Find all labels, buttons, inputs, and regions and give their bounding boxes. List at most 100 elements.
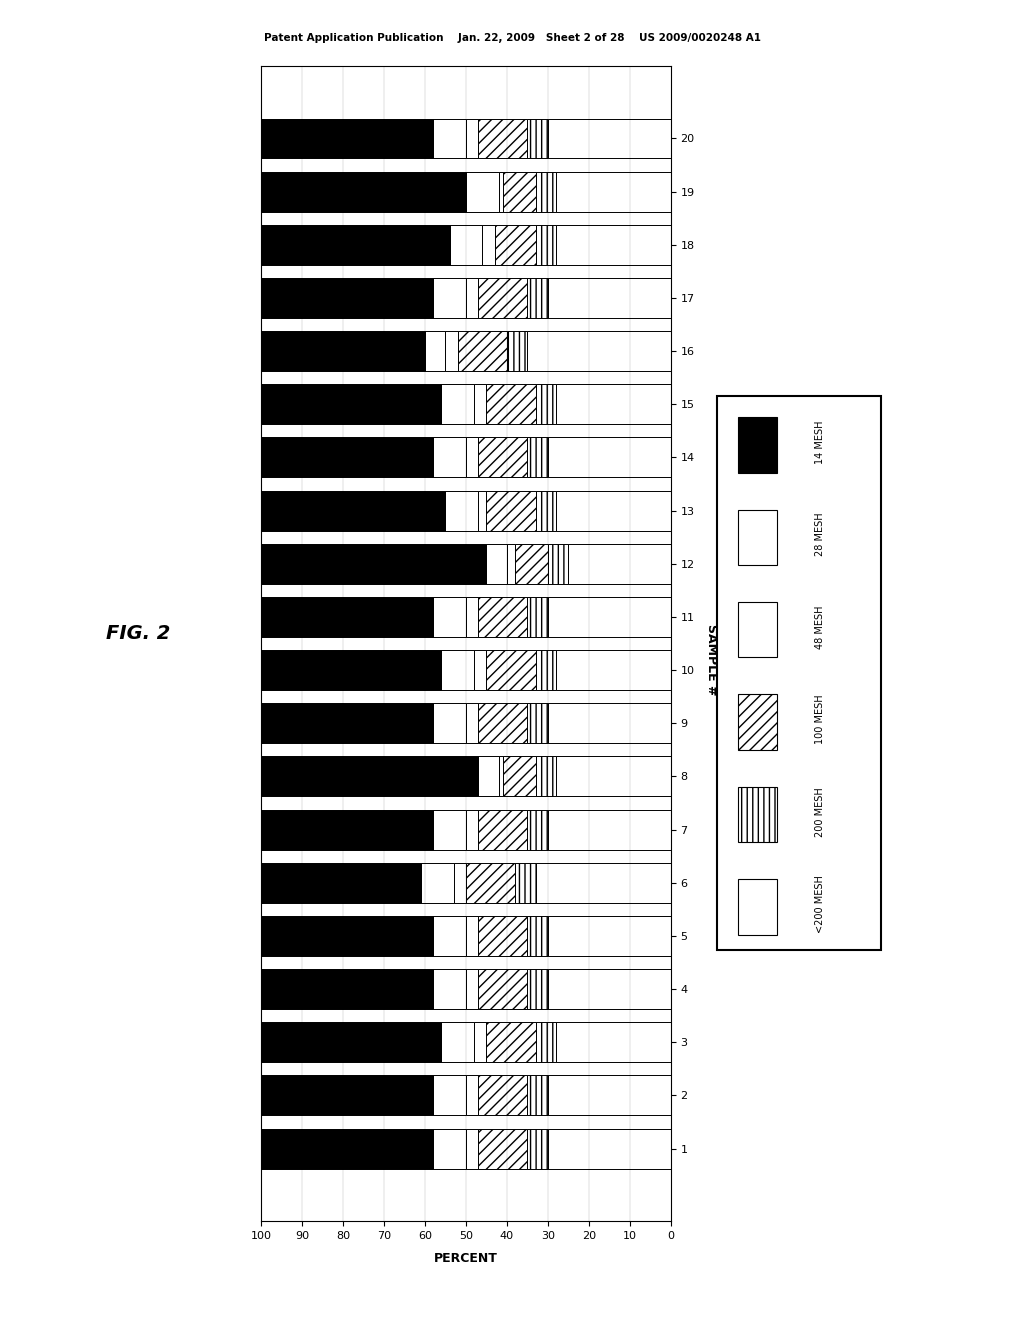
Bar xyxy=(478,597,527,636)
FancyBboxPatch shape xyxy=(738,694,777,750)
Bar xyxy=(507,544,515,583)
Bar xyxy=(548,597,671,636)
Bar xyxy=(445,331,458,371)
Bar xyxy=(478,916,527,956)
Bar xyxy=(478,491,486,531)
Bar xyxy=(486,651,536,690)
Bar xyxy=(261,119,433,158)
Bar xyxy=(536,491,556,531)
Bar xyxy=(536,384,556,424)
Bar xyxy=(261,969,433,1008)
Bar xyxy=(433,597,466,636)
Bar xyxy=(478,756,499,796)
Bar xyxy=(433,1129,466,1168)
Bar xyxy=(527,704,548,743)
Bar xyxy=(515,544,548,583)
Text: 48 MESH: 48 MESH xyxy=(815,606,825,648)
Bar xyxy=(441,384,474,424)
Bar xyxy=(454,863,466,903)
Bar xyxy=(474,384,486,424)
Bar xyxy=(433,1076,466,1115)
FancyBboxPatch shape xyxy=(738,602,777,657)
FancyBboxPatch shape xyxy=(738,510,777,565)
Bar xyxy=(527,916,548,956)
Bar xyxy=(261,172,466,211)
Bar xyxy=(261,1022,441,1063)
Bar xyxy=(261,863,421,903)
Bar xyxy=(556,224,671,265)
Bar xyxy=(458,331,507,371)
Bar xyxy=(261,544,486,583)
Bar xyxy=(433,119,466,158)
Bar xyxy=(466,437,478,478)
Bar xyxy=(536,1022,556,1063)
Bar xyxy=(527,809,548,850)
FancyBboxPatch shape xyxy=(738,879,777,935)
Bar xyxy=(466,863,515,903)
Bar xyxy=(466,809,478,850)
Text: <200 MESH: <200 MESH xyxy=(815,875,825,933)
FancyBboxPatch shape xyxy=(738,417,777,473)
Bar xyxy=(536,756,556,796)
Bar xyxy=(527,969,548,1008)
Bar xyxy=(527,1076,548,1115)
Bar xyxy=(261,331,425,371)
Bar xyxy=(478,437,527,478)
Bar xyxy=(261,651,441,690)
Bar xyxy=(548,119,671,158)
Bar xyxy=(527,597,548,636)
Text: 28 MESH: 28 MESH xyxy=(815,512,825,557)
Bar xyxy=(548,544,568,583)
Bar xyxy=(478,1129,527,1168)
Bar xyxy=(466,1076,478,1115)
Bar xyxy=(433,969,466,1008)
Bar xyxy=(495,224,536,265)
Bar xyxy=(466,172,499,211)
Bar xyxy=(261,224,450,265)
Bar xyxy=(548,1129,671,1168)
Bar xyxy=(548,916,671,956)
Bar xyxy=(261,437,433,478)
Bar xyxy=(478,969,527,1008)
Bar xyxy=(261,756,478,796)
Bar xyxy=(466,279,478,318)
Bar xyxy=(556,651,671,690)
Bar xyxy=(261,1129,433,1168)
X-axis label: PERCENT: PERCENT xyxy=(434,1251,498,1265)
Bar xyxy=(441,651,474,690)
Bar xyxy=(466,1129,478,1168)
Bar xyxy=(474,1022,486,1063)
Bar xyxy=(261,597,433,636)
Bar xyxy=(527,331,671,371)
Bar xyxy=(556,384,671,424)
Bar xyxy=(433,916,466,956)
Bar xyxy=(474,651,486,690)
Bar xyxy=(482,224,495,265)
Bar xyxy=(536,224,556,265)
Bar xyxy=(556,172,671,211)
Bar xyxy=(478,704,527,743)
Bar xyxy=(433,809,466,850)
Bar xyxy=(466,704,478,743)
Bar xyxy=(548,704,671,743)
Bar xyxy=(536,651,556,690)
Bar xyxy=(486,384,536,424)
Bar xyxy=(486,544,507,583)
Bar xyxy=(478,279,527,318)
Bar xyxy=(466,969,478,1008)
Bar xyxy=(261,809,433,850)
Bar xyxy=(261,384,441,424)
Bar xyxy=(527,279,548,318)
Bar xyxy=(261,704,433,743)
Text: FIG. 2: FIG. 2 xyxy=(106,624,170,643)
Bar xyxy=(499,172,503,211)
Bar xyxy=(466,119,478,158)
Bar xyxy=(568,544,671,583)
Bar xyxy=(478,809,527,850)
Bar xyxy=(556,756,671,796)
Bar xyxy=(261,491,445,531)
Bar xyxy=(433,437,466,478)
Bar xyxy=(527,119,548,158)
Bar xyxy=(421,863,454,903)
Bar xyxy=(548,1076,671,1115)
